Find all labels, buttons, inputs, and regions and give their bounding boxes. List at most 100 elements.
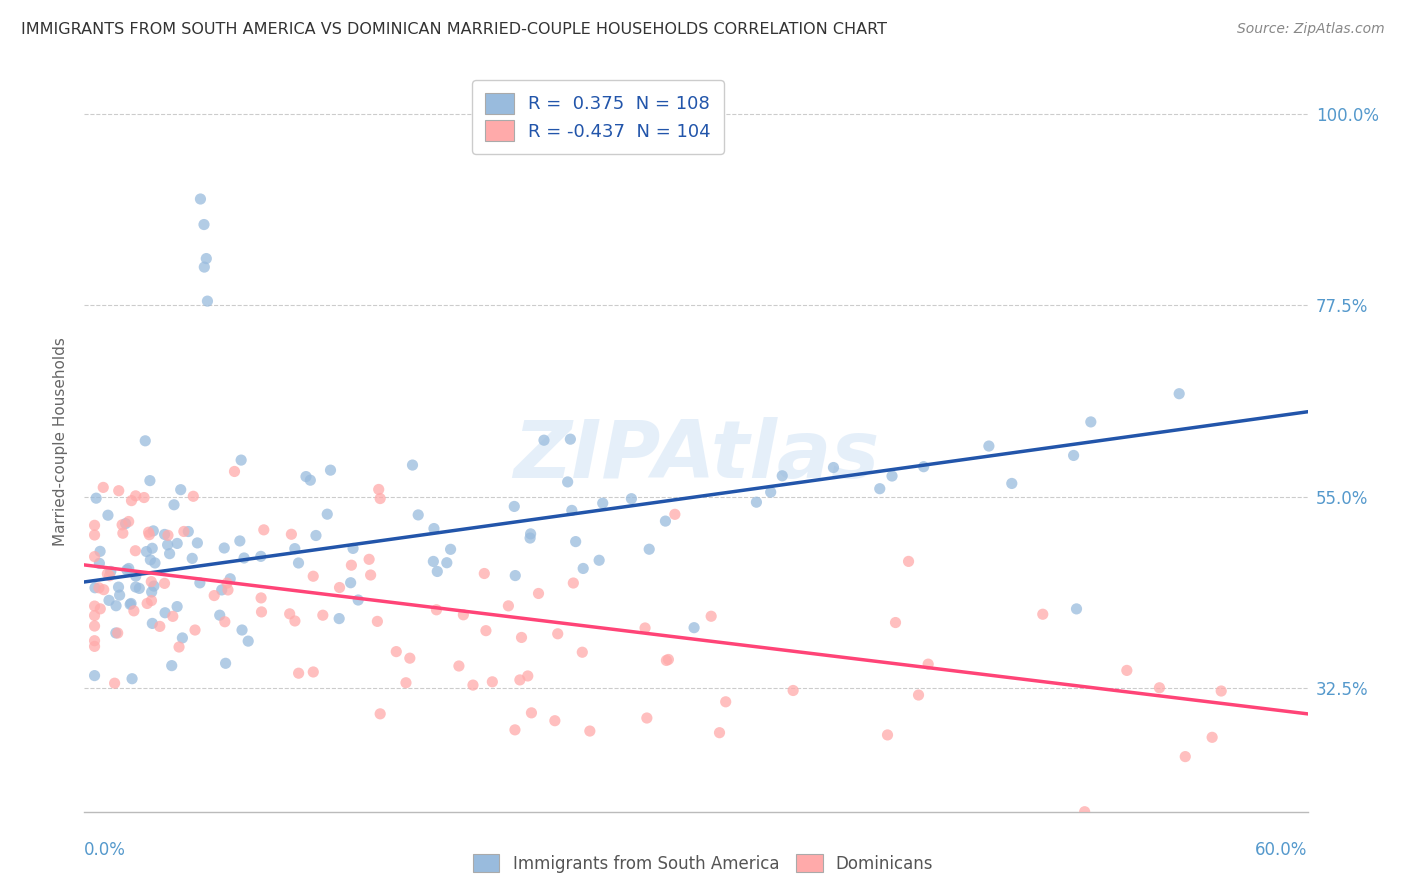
Point xyxy=(385,645,408,659)
Point xyxy=(96,566,118,581)
Point xyxy=(1032,607,1054,622)
Point xyxy=(453,607,475,622)
Point xyxy=(211,582,233,597)
Point xyxy=(229,533,252,548)
Point xyxy=(359,552,381,566)
Point xyxy=(83,549,105,564)
Point xyxy=(1149,681,1171,695)
Point xyxy=(250,591,273,605)
Point xyxy=(770,468,793,483)
Point xyxy=(83,640,105,654)
Point xyxy=(347,593,370,607)
Point xyxy=(156,528,179,542)
Point xyxy=(823,460,845,475)
Y-axis label: Married-couple Households: Married-couple Households xyxy=(52,337,67,546)
Point xyxy=(1001,476,1024,491)
Point xyxy=(160,658,183,673)
Point xyxy=(654,514,676,528)
Point xyxy=(159,547,181,561)
Point xyxy=(122,604,145,618)
Point xyxy=(142,524,165,538)
Point xyxy=(498,599,520,613)
Point xyxy=(153,527,176,541)
Point xyxy=(208,608,231,623)
Point xyxy=(134,434,156,448)
Point xyxy=(481,674,503,689)
Point xyxy=(305,528,328,542)
Point xyxy=(302,665,325,679)
Point xyxy=(125,569,148,583)
Point xyxy=(516,669,538,683)
Point xyxy=(83,668,105,682)
Point xyxy=(328,581,350,595)
Point xyxy=(714,695,737,709)
Point xyxy=(1080,415,1102,429)
Point xyxy=(87,581,110,595)
Point xyxy=(655,653,678,667)
Point xyxy=(139,474,162,488)
Point xyxy=(700,609,723,624)
Point xyxy=(472,566,495,581)
Point xyxy=(533,434,555,448)
Point xyxy=(447,659,470,673)
Point xyxy=(572,561,595,575)
Point xyxy=(592,496,614,510)
Point xyxy=(278,607,301,621)
Point xyxy=(547,627,569,641)
Point xyxy=(368,706,391,721)
Point xyxy=(135,544,157,558)
Point xyxy=(579,724,602,739)
Point xyxy=(436,556,458,570)
Point xyxy=(510,631,533,645)
Point xyxy=(91,480,114,494)
Point xyxy=(406,508,429,522)
Point xyxy=(141,541,163,556)
Point xyxy=(215,576,238,591)
Text: ZIPAtlas: ZIPAtlas xyxy=(513,417,879,495)
Point xyxy=(527,586,550,600)
Point xyxy=(395,675,418,690)
Point xyxy=(83,528,105,542)
Point xyxy=(401,458,423,472)
Point xyxy=(190,192,212,206)
Point xyxy=(142,579,165,593)
Point xyxy=(475,624,498,638)
Point xyxy=(519,527,541,541)
Point xyxy=(111,526,134,541)
Point xyxy=(398,651,420,665)
Point xyxy=(181,551,204,566)
Point xyxy=(1073,805,1095,819)
Point xyxy=(1211,684,1233,698)
Point xyxy=(188,575,211,590)
Point xyxy=(295,469,318,483)
Point xyxy=(104,626,127,640)
Point xyxy=(89,602,111,616)
Point xyxy=(197,294,219,309)
Point xyxy=(897,554,920,568)
Point xyxy=(138,527,160,541)
Point xyxy=(287,556,309,570)
Point xyxy=(544,714,567,728)
Point xyxy=(108,588,131,602)
Point xyxy=(141,593,163,607)
Point xyxy=(105,599,128,613)
Point xyxy=(121,493,143,508)
Point xyxy=(212,541,235,555)
Point xyxy=(302,569,325,583)
Point xyxy=(426,565,449,579)
Point xyxy=(250,605,273,619)
Point xyxy=(634,621,657,635)
Point xyxy=(107,580,129,594)
Point xyxy=(638,542,661,557)
Point xyxy=(312,608,335,623)
Point xyxy=(367,483,389,497)
Point xyxy=(340,558,363,573)
Point xyxy=(366,615,388,629)
Point xyxy=(907,688,929,702)
Point xyxy=(186,536,208,550)
Point xyxy=(917,657,939,672)
Point xyxy=(287,666,309,681)
Point xyxy=(425,603,447,617)
Point xyxy=(104,676,127,690)
Point xyxy=(520,706,543,720)
